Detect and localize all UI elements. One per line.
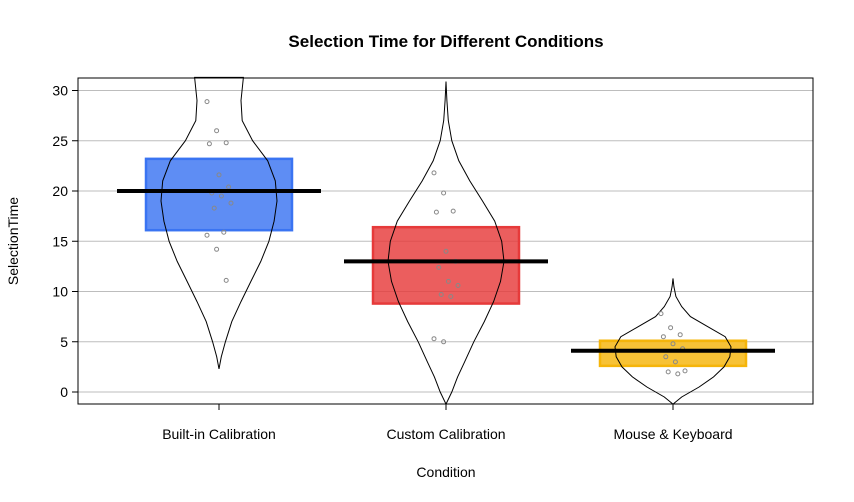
violin [614, 278, 732, 405]
violin [160, 76, 278, 369]
y-axis: 0 5 10 15 20 25 30 [52, 83, 78, 400]
x-tick-label: Built-in Calibration [162, 426, 276, 442]
data-point [441, 339, 447, 345]
data-point [211, 205, 217, 211]
data-point [455, 283, 461, 288]
data-point [441, 190, 447, 196]
data-point [204, 232, 210, 238]
data-point [668, 325, 674, 331]
data-point [206, 141, 212, 147]
x-tick-label: Mouse & Keyboard [613, 426, 732, 442]
data-point [670, 341, 676, 347]
data-point [223, 140, 229, 146]
data-point [682, 368, 688, 374]
violins [160, 76, 732, 406]
y-tick-label: 15 [52, 233, 68, 249]
data-point [660, 334, 666, 340]
y-axis-label: SelectionTime [5, 197, 21, 285]
data-point [665, 369, 671, 375]
ci-band [144, 157, 294, 232]
data-point [433, 209, 439, 215]
data-point [438, 292, 444, 297]
data-point [431, 336, 437, 342]
data-point [431, 170, 437, 176]
data-point [221, 229, 227, 235]
y-tick-label: 20 [52, 183, 68, 199]
data-point [445, 278, 451, 284]
violin [387, 81, 505, 406]
data-point [223, 277, 229, 283]
data-point [436, 264, 442, 270]
data-point [218, 193, 224, 199]
y-tick-label: 10 [52, 284, 68, 300]
raw-points [204, 99, 688, 377]
ci-band [371, 225, 521, 305]
y-tick-label: 25 [52, 133, 68, 149]
data-point [214, 246, 220, 252]
data-point [443, 248, 449, 254]
data-point [677, 332, 683, 338]
data-point [658, 311, 664, 317]
x-axis: Built-in Calibration Custom Calibration Mo… [162, 404, 733, 442]
y-tick-label: 5 [60, 334, 68, 350]
data-point [214, 128, 220, 134]
y-tick-label: 0 [60, 384, 68, 400]
x-axis-label: Condition [416, 464, 475, 480]
data-point [228, 200, 234, 206]
x-tick-label: Custom Calibration [386, 426, 505, 442]
mean-lines [117, 189, 775, 353]
chart-title: Selection Time for Different Conditions [288, 32, 603, 51]
data-point [204, 99, 210, 105]
data-point [663, 354, 669, 360]
data-point [216, 172, 222, 178]
data-point [448, 294, 454, 299]
data-point [672, 359, 678, 365]
data-point [675, 371, 681, 377]
y-tick-label: 30 [52, 83, 68, 99]
data-point [450, 208, 456, 214]
